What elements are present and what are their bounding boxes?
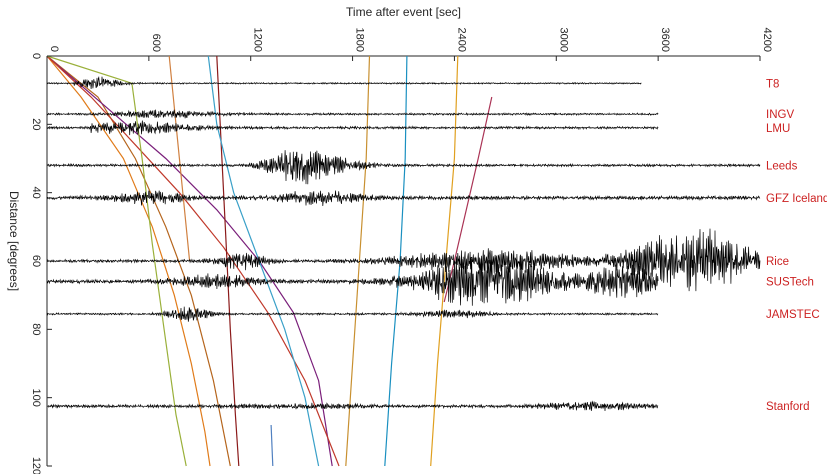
x-axis-ticks: 0 600 1200 1800 2400 3000 3600 4200	[46, 28, 773, 61]
seismogram-trace	[46, 306, 659, 322]
y-tick-label: 40	[30, 187, 42, 199]
station-labels-layer: T8 INGV LMU Leeds GFZ Iceland Rice SUSTech JAMS…	[766, 78, 827, 413]
phase-curve-8	[345, 55, 371, 467]
y-axis-title: Distance [degrees]	[7, 191, 21, 291]
station-label: Rice	[766, 256, 789, 268]
station-label: Leeds	[766, 160, 798, 172]
phase-curve-6	[168, 55, 191, 262]
x-tick-label: 0	[48, 46, 60, 52]
seismogram-trace	[46, 255, 659, 306]
y-tick-label: 0	[30, 53, 42, 59]
y-tick-label: 80	[30, 323, 42, 335]
seismogram-trace	[46, 75, 642, 90]
y-tick-label: 60	[30, 255, 42, 267]
station-label: INGV	[766, 109, 794, 121]
seismogram-trace	[46, 190, 761, 207]
seismogram-trace	[46, 400, 659, 412]
station-label: SUSTech	[766, 277, 814, 289]
x-axis-title: Time after event [sec]	[346, 5, 461, 19]
seismogram-traces-layer	[46, 75, 761, 412]
x-tick-label: 2400	[455, 28, 467, 52]
x-tick-label: 3600	[659, 28, 671, 52]
phase-curve-0	[46, 55, 211, 467]
station-label: GFZ Iceland	[766, 193, 827, 205]
phase-curve-2	[46, 55, 333, 467]
phase-curve-9	[384, 55, 408, 467]
seismogram-trace	[46, 120, 659, 136]
station-label: T8	[766, 78, 779, 90]
x-tick-label: 4200	[761, 28, 773, 52]
x-tick-label: 3000	[557, 28, 569, 52]
station-label: LMU	[766, 123, 790, 135]
x-tick-label: 1800	[354, 28, 366, 52]
station-label: Stanford	[766, 401, 809, 413]
phase-curve-1	[46, 55, 231, 467]
phase-curve-11	[443, 96, 493, 303]
phase-curve-12	[270, 424, 274, 467]
y-axis-ticks: 0 20 40 60 80 100 120	[30, 53, 52, 474]
phase-curve-3	[46, 55, 340, 467]
seismogram-trace	[46, 109, 659, 119]
y-tick-label: 120	[30, 457, 42, 474]
seismogram-trace	[47, 228, 761, 292]
x-tick-label: 1200	[252, 28, 264, 52]
y-tick-label: 100	[30, 388, 42, 406]
y-tick-label: 20	[30, 118, 42, 130]
seismogram-trace	[46, 150, 761, 185]
station-label: JAMSTEC	[766, 309, 820, 321]
x-tick-label: 600	[150, 34, 162, 52]
